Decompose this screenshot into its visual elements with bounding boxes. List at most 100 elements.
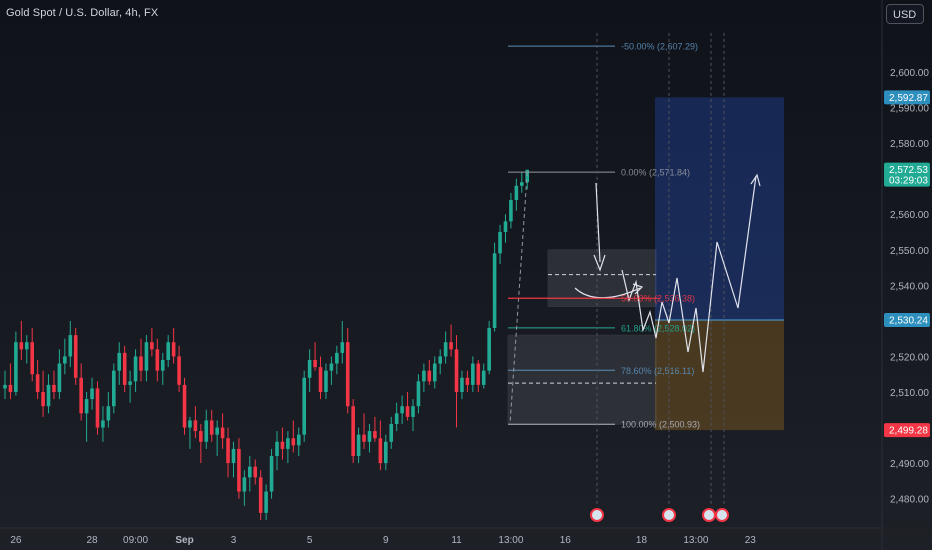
candle[interactable] [41,370,45,417]
candle[interactable] [509,192,513,229]
currency-button[interactable]: USD [886,4,924,24]
candle[interactable] [438,349,442,375]
candle[interactable] [520,171,524,193]
candle[interactable] [57,349,62,400]
candle[interactable] [465,370,470,392]
candle[interactable] [84,392,89,442]
candle[interactable] [286,431,290,464]
candle[interactable] [318,356,323,400]
candle[interactable] [231,441,236,478]
candle[interactable] [122,345,127,392]
economic-event-icon[interactable] [715,508,729,522]
candle[interactable] [498,224,502,264]
candle[interactable] [427,360,432,385]
candle[interactable] [101,406,105,442]
candle[interactable] [367,424,372,453]
candle[interactable] [405,392,410,421]
candle[interactable] [471,356,475,392]
candle[interactable] [411,399,415,432]
candle[interactable] [199,424,203,464]
candle[interactable] [302,370,306,442]
candle[interactable] [30,328,34,382]
candle[interactable] [275,431,279,471]
candle[interactable] [128,370,132,403]
candle[interactable] [460,370,464,400]
candle[interactable] [291,420,296,453]
candle[interactable] [155,338,160,382]
candle[interactable] [492,242,497,332]
candle[interactable] [19,320,24,360]
candle[interactable] [329,356,334,385]
economic-event-icon[interactable] [702,508,716,522]
candle[interactable] [24,335,29,364]
candle[interactable] [215,420,219,456]
candle[interactable] [264,484,268,520]
zone-rect-lower[interactable] [507,334,657,425]
candle[interactable] [476,360,481,392]
candle[interactable] [3,370,7,400]
candle[interactable] [340,320,345,364]
candle[interactable] [394,402,399,432]
candle[interactable] [90,377,94,410]
candle[interactable] [335,345,339,375]
candle[interactable] [481,363,486,389]
candle[interactable] [133,349,138,392]
candle[interactable] [139,338,143,382]
economic-event-icon[interactable] [590,508,604,522]
candle[interactable] [204,409,209,449]
candle[interactable] [220,413,225,449]
price-axis-label[interactable]: 2,592.87 [884,90,930,105]
candle[interactable] [226,427,230,478]
candle[interactable] [345,328,350,414]
candle[interactable] [356,427,361,464]
economic-event-icon[interactable] [662,508,676,522]
candle[interactable] [269,448,274,499]
candle[interactable] [454,335,459,428]
candle[interactable] [160,352,165,385]
candle[interactable] [242,470,247,506]
candle[interactable] [68,320,73,368]
candle[interactable] [73,328,78,385]
candle[interactable] [324,363,328,400]
candle[interactable] [35,360,40,400]
candle[interactable] [514,178,519,211]
candle[interactable] [193,406,198,439]
price-axis-label[interactable]: 2,530.24 [884,313,930,328]
candle[interactable] [144,335,149,382]
candle[interactable] [378,420,383,471]
candle[interactable] [487,320,491,375]
candle[interactable] [351,399,355,464]
candle[interactable] [188,416,192,449]
candle[interactable] [95,381,100,435]
candle[interactable] [307,349,312,392]
candle[interactable] [14,331,18,396]
candle[interactable] [182,377,187,435]
candle[interactable] [449,324,453,357]
candle[interactable] [150,328,154,357]
candle[interactable] [177,345,181,392]
candle[interactable] [253,459,258,485]
candle[interactable] [416,374,421,414]
candle[interactable] [248,456,252,492]
candle[interactable] [373,416,377,442]
candle[interactable] [112,363,116,414]
candle[interactable] [258,470,263,520]
symbol-title[interactable]: Gold Spot / U.S. Dollar, 4h, FX [6,7,159,19]
candle[interactable] [422,363,426,392]
candle[interactable] [237,438,241,499]
candle[interactable] [432,356,437,389]
candle[interactable] [296,427,301,456]
candle[interactable] [503,214,508,243]
long-stop-zone[interactable] [655,320,784,431]
price-axis-label[interactable]: 2,499.28 [884,423,930,438]
candle[interactable] [362,413,366,449]
candle[interactable] [280,427,285,460]
candle[interactable] [400,395,404,424]
candle[interactable] [63,338,67,375]
candle[interactable] [209,409,214,442]
candle[interactable] [384,434,388,471]
long-target-zone[interactable] [655,97,784,321]
candle[interactable] [52,370,56,400]
